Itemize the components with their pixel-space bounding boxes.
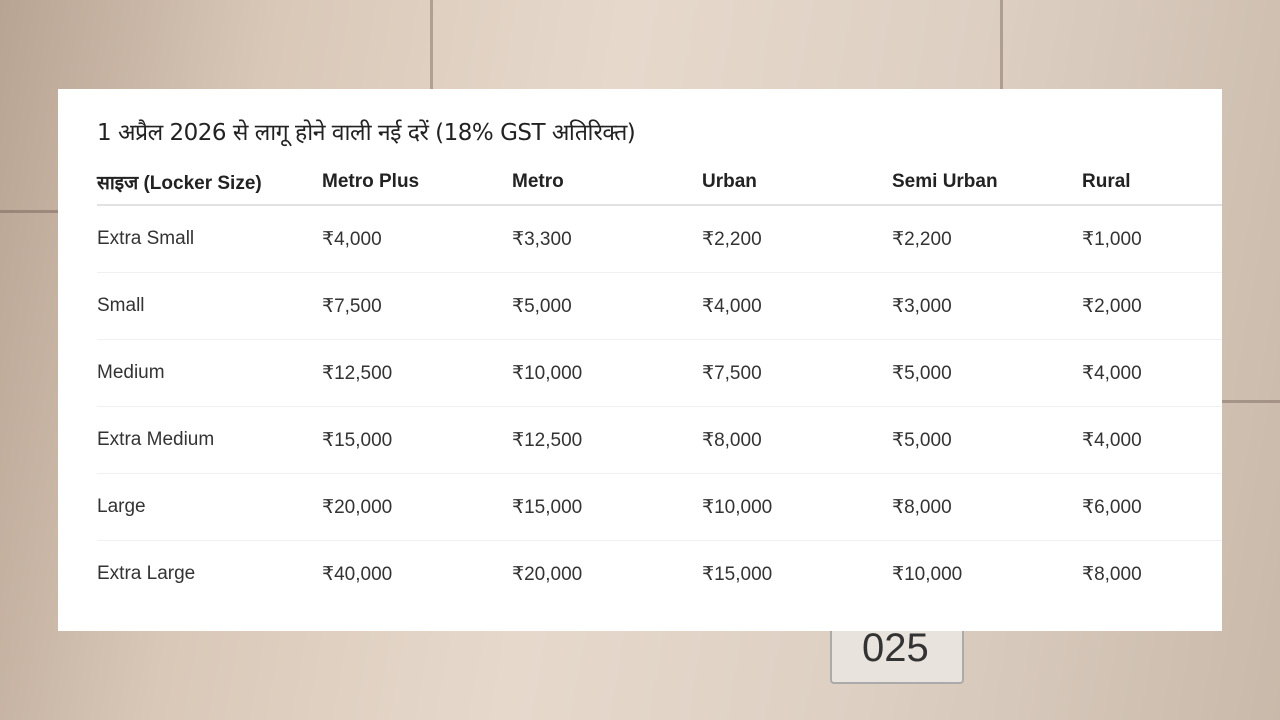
price-cell: ₹12,500 xyxy=(322,339,512,407)
size-cell: Extra Small xyxy=(97,205,322,273)
price-cell: ₹2,200 xyxy=(892,205,1082,273)
price-cell: ₹8,000 xyxy=(892,473,1082,541)
size-cell: Small xyxy=(97,272,322,340)
price-cell: ₹5,000 xyxy=(892,339,1082,407)
price-cell: ₹8,000 xyxy=(1082,563,1142,585)
price-cell: ₹12,500 xyxy=(512,406,702,474)
price-cell: ₹4,000 xyxy=(1082,339,1222,407)
table-row: Extra Medium ₹15,000 ₹12,500 ₹8,000 ₹5,000 ₹4… xyxy=(97,406,1222,474)
price-cell: ₹10,000 xyxy=(512,339,702,407)
size-cell: Extra Large xyxy=(97,563,196,584)
table-row: Small ₹7,500 ₹5,000 ₹4,000 ₹3,000 ₹2,000 xyxy=(97,272,1222,340)
price-cell: ₹3,000 xyxy=(892,272,1082,340)
price-cell: ₹15,000 xyxy=(322,406,512,474)
price-cell: ₹8,000 xyxy=(702,406,892,474)
table-row: Extra Large ₹40,000 ₹20,000 ₹15,000 ₹10,000 ₹… xyxy=(97,541,1222,608)
size-cell: Large xyxy=(97,473,322,541)
table-title: 1 अप्रैल 2026 से लागू होने वाली नई दरें … xyxy=(97,120,636,146)
price-cell: ₹1,000 xyxy=(1082,205,1222,273)
price-cell: ₹20,000 xyxy=(512,563,583,585)
price-cell: ₹15,000 xyxy=(512,473,702,541)
header-metro-plus: Metro Plus xyxy=(322,159,512,206)
size-cell: Medium xyxy=(97,339,322,407)
size-cell: Extra Medium xyxy=(97,406,322,474)
header-metro: Metro xyxy=(512,159,702,206)
price-cell: ₹5,000 xyxy=(512,272,702,340)
price-cell: ₹2,000 xyxy=(1082,272,1222,340)
price-cell: ₹10,000 xyxy=(702,473,892,541)
header-row: साइज (Locker Size) Metro Plus Metro Urba… xyxy=(97,159,1222,206)
price-cell: ₹5,000 xyxy=(892,406,1082,474)
table-row: Large ₹20,000 ₹15,000 ₹10,000 ₹8,000 ₹6,000 xyxy=(97,473,1222,541)
price-cell: ₹3,300 xyxy=(512,205,702,273)
header-semi-urban: Semi Urban xyxy=(892,159,1082,206)
locker-rates-table: साइज (Locker Size) Metro Plus Metro Urba… xyxy=(97,159,1222,607)
price-cell: ₹7,500 xyxy=(322,272,512,340)
header-urban: Urban xyxy=(702,159,892,206)
table-row: Medium ₹12,500 ₹10,000 ₹7,500 ₹5,000 ₹4,000 xyxy=(97,339,1222,407)
price-cell: ₹6,000 xyxy=(1082,473,1222,541)
price-cell: ₹4,000 xyxy=(1082,406,1222,474)
price-cell: ₹4,000 xyxy=(702,272,892,340)
header-rural: Rural xyxy=(1082,159,1222,206)
price-cell: ₹2,200 xyxy=(702,205,892,273)
table-row: Extra Small ₹4,000 ₹3,300 ₹2,200 ₹2,200 ₹1,00… xyxy=(97,205,1222,273)
price-cell: ₹20,000 xyxy=(322,473,512,541)
header-size: साइज (Locker Size) xyxy=(97,159,322,206)
price-cell: ₹40,000 xyxy=(322,563,393,585)
rates-card: 1 अप्रैल 2026 से लागू होने वाली नई दरें … xyxy=(58,89,1222,631)
price-cell: ₹10,000 xyxy=(892,563,963,585)
price-cell: ₹15,000 xyxy=(702,563,773,585)
price-cell: ₹7,500 xyxy=(702,339,892,407)
price-cell: ₹4,000 xyxy=(322,205,512,273)
